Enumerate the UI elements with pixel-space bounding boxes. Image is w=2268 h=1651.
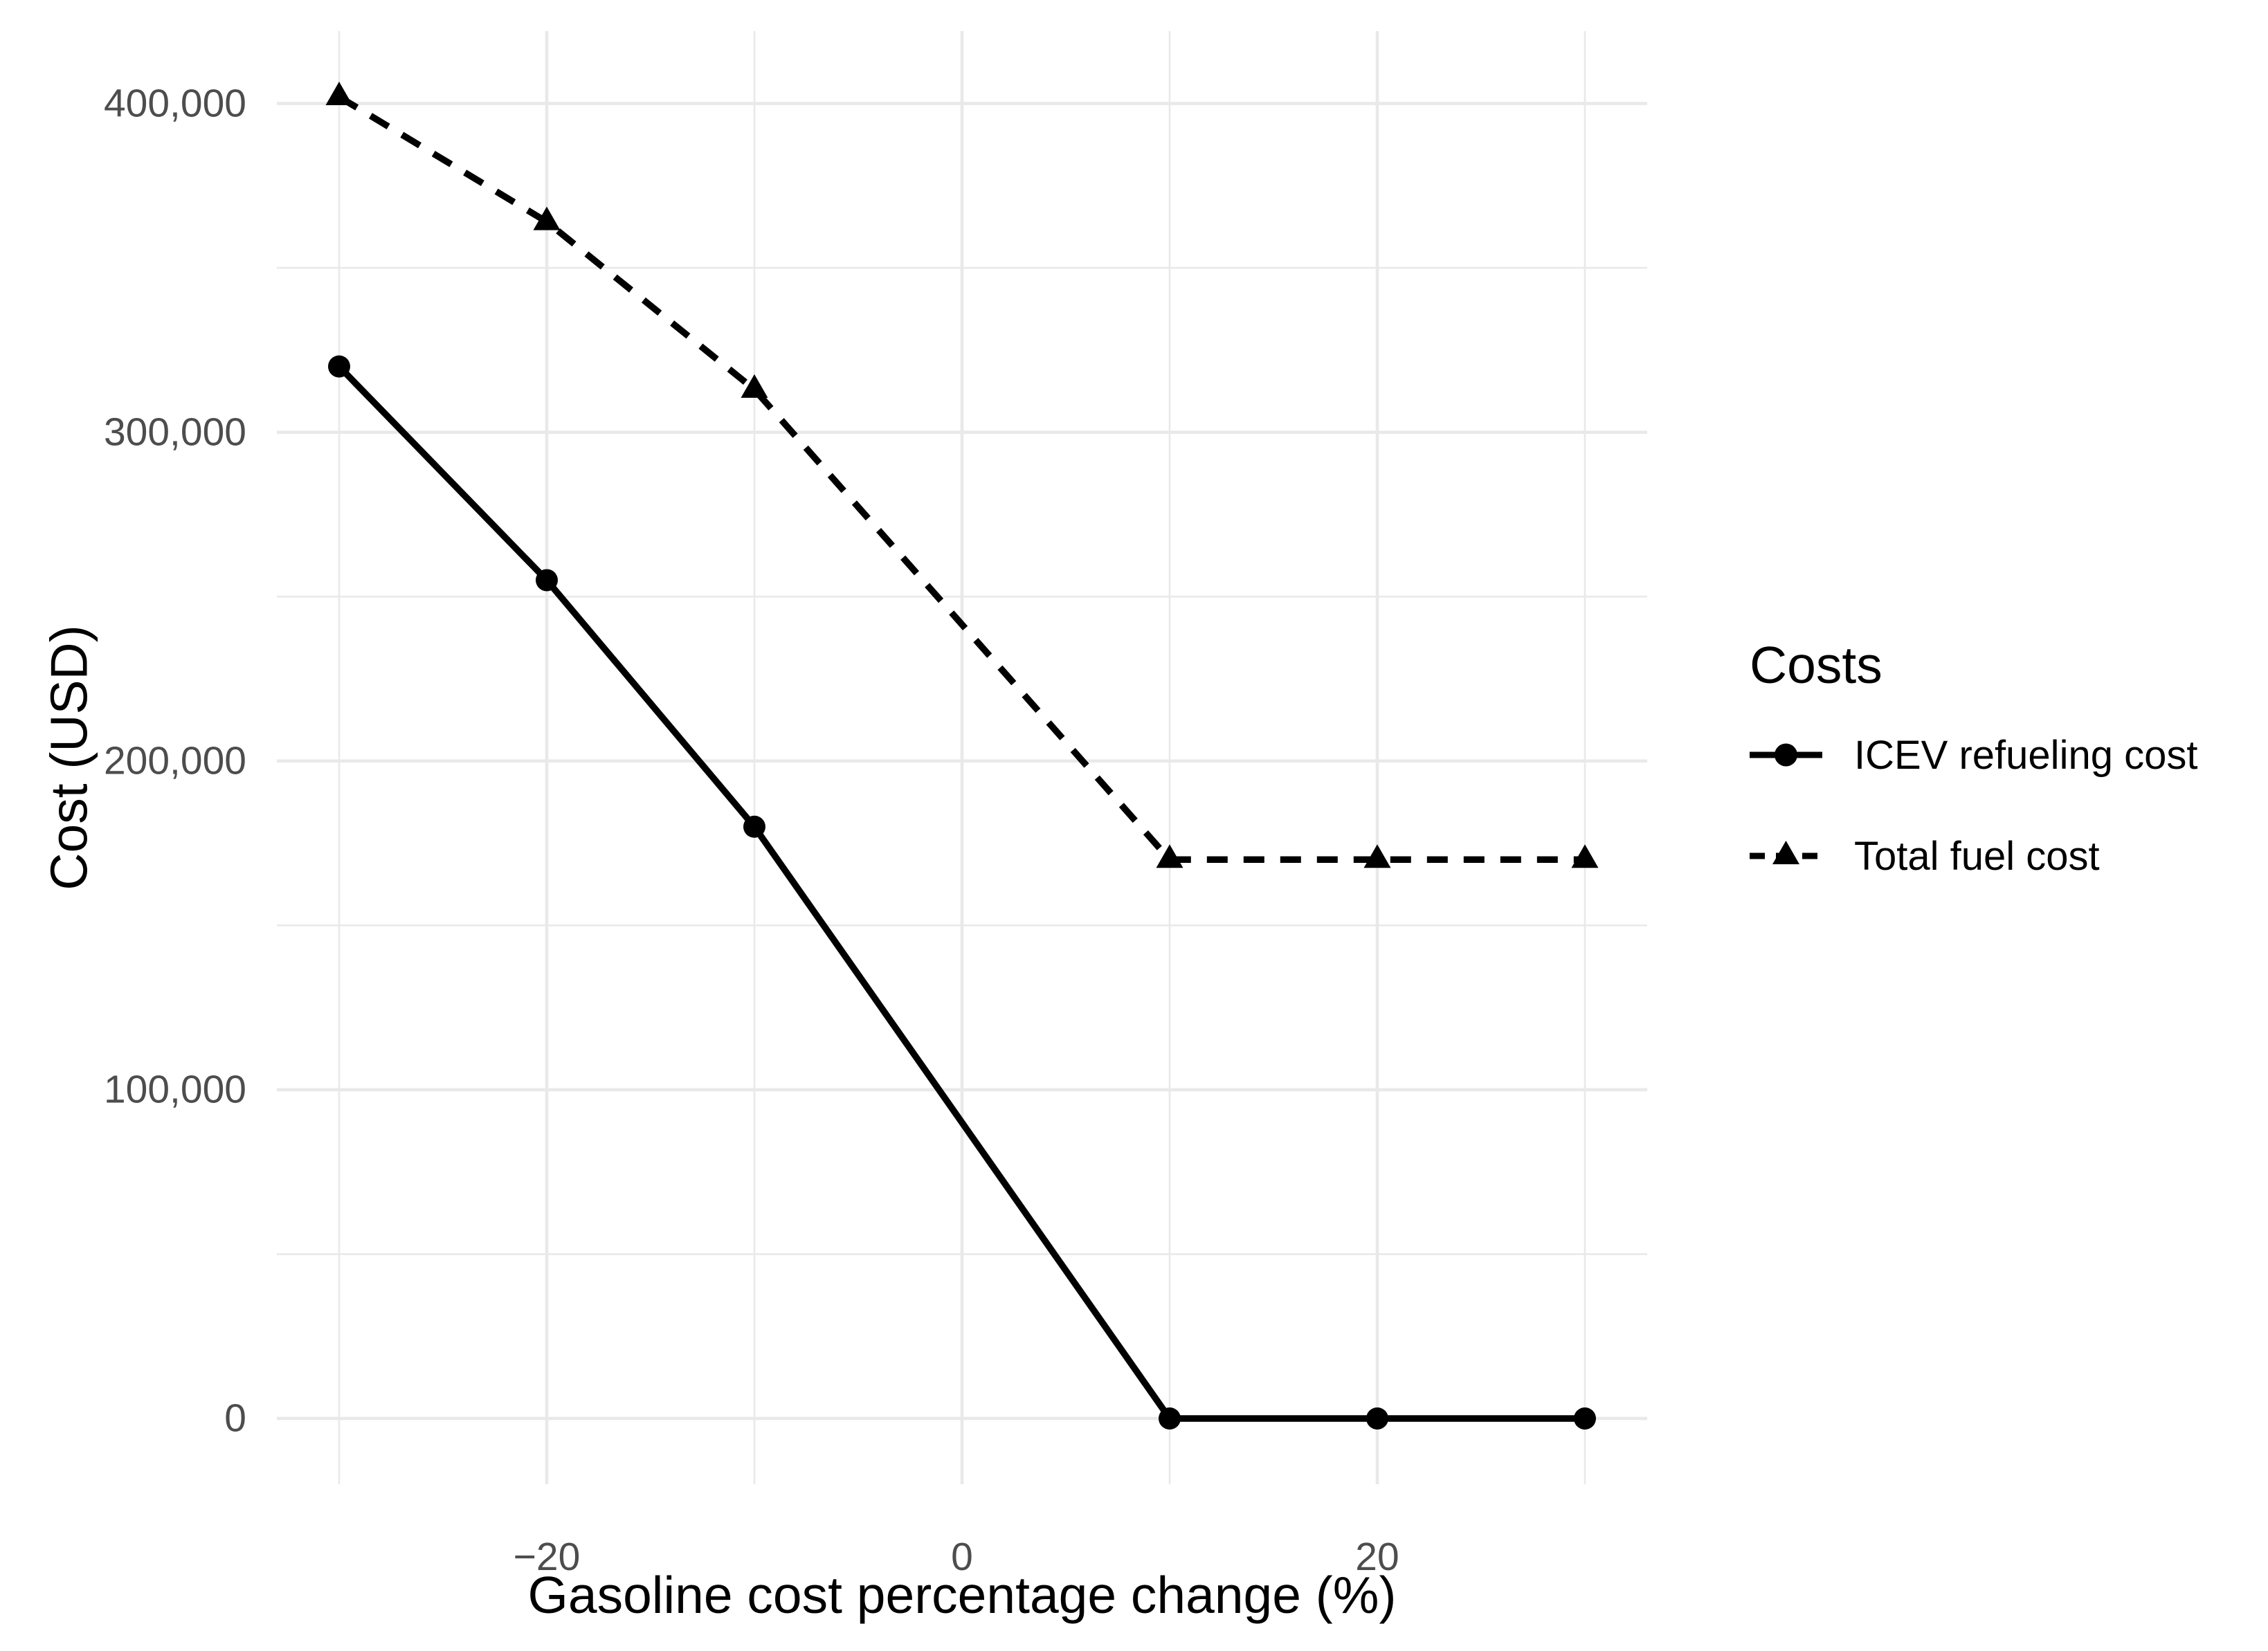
data-point-circle-icon (328, 355, 350, 378)
legend-key-solid-line-circle-icon (1750, 733, 1822, 776)
y-tick-label: 300,000 (103, 410, 246, 455)
x-axis-title: Gasoline cost percentage change (%) (527, 1566, 1397, 1624)
series-line-1 (337, 93, 1585, 864)
data-point-triangle-icon (741, 374, 768, 398)
legend: Costs ICEV refueling cost Total fuel cos… (1750, 633, 2197, 918)
legend-label-icev-refueling-cost: ICEV refueling cost (1854, 732, 2198, 778)
legend-key-dashed-line-triangle-icon (1750, 834, 1822, 877)
data-point-circle-icon (536, 569, 558, 592)
legend-item-icev-refueling-cost: ICEV refueling cost (1750, 716, 2197, 794)
data-point-triangle-icon (1571, 844, 1599, 868)
data-point-circle-icon (743, 815, 765, 838)
data-point-triangle-icon (533, 206, 561, 230)
legend-item-total-fuel-cost: Total fuel cost (1750, 817, 2197, 895)
y-axis-title: Cost (USD) (39, 625, 98, 891)
data-point-triangle-icon (1156, 844, 1183, 868)
x-tick-label: 0 (951, 1535, 973, 1579)
data-point-circle-icon (1574, 1407, 1596, 1430)
x-tick-label: −20 (513, 1535, 581, 1579)
legend-key-triangle-icon (1772, 841, 1799, 864)
legend-key-circle-icon (1775, 743, 1797, 767)
data-point-triangle-icon (1363, 844, 1391, 868)
y-tick-label: 400,000 (103, 81, 246, 126)
data-point-circle-icon (1159, 1407, 1181, 1430)
legend-title: Costs (1750, 636, 1883, 694)
series-line-0 (336, 364, 1585, 1422)
data-point-triangle-icon (325, 82, 353, 106)
y-tick-label: 0 (224, 1396, 246, 1441)
y-tick-label: 100,000 (103, 1067, 246, 1112)
x-tick-label: 20 (1355, 1535, 1399, 1579)
legend-label-total-fuel-cost: Total fuel cost (1854, 833, 2100, 879)
data-point-circle-icon (1366, 1407, 1388, 1430)
y-tick-label: 200,000 (103, 738, 246, 783)
